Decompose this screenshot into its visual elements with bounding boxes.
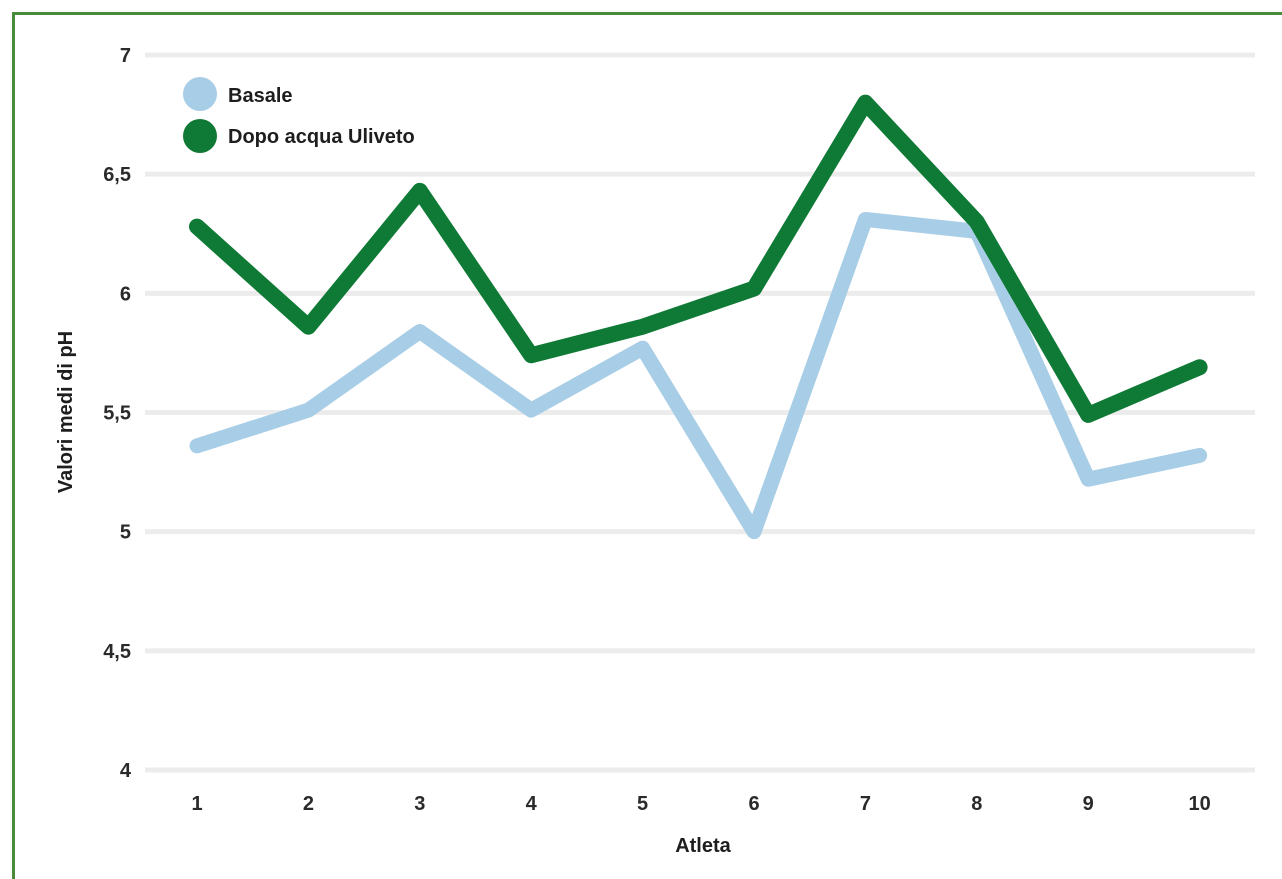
y-tick-label: 4,5: [103, 641, 131, 663]
y-tick-label: 7: [120, 45, 131, 67]
legend-label-basale: Basale: [228, 85, 293, 107]
legend-marker-basale: [183, 77, 217, 111]
legend-label-dopo-acqua-uliveto: Dopo acqua Uliveto: [228, 126, 415, 148]
series-line-basale: [189, 211, 1208, 540]
legend-marker-dopo-acqua-uliveto: [183, 119, 217, 153]
x-tick-label: 4: [526, 793, 538, 815]
x-tick-label: 5: [637, 793, 648, 815]
series-line-dopo-acqua-uliveto: [189, 94, 1208, 423]
x-tick-label: 8: [971, 793, 982, 815]
x-tick-label: 3: [414, 793, 425, 815]
y-tick-label: 6,5: [103, 164, 131, 186]
series-lines: [189, 94, 1208, 540]
x-tick-label: 2: [303, 793, 314, 815]
x-axis-title: Atleta: [675, 835, 731, 857]
y-tick-label: 4: [120, 760, 132, 782]
y-tick-label: 6: [120, 283, 131, 305]
y-axis-ticks: 4 4,5 5 5,5 6 6,5 7: [103, 45, 132, 782]
y-axis-title: Valori medi di pH: [55, 331, 77, 493]
y-tick-label: 5: [120, 522, 131, 544]
legend: Basale Dopo acqua Uliveto: [183, 77, 415, 153]
x-tick-label: 9: [1083, 793, 1094, 815]
x-axis-ticks: 1 2 3 4 5 6 7 8 9 10: [191, 793, 1210, 815]
x-tick-label: 6: [748, 793, 759, 815]
x-tick-label: 1: [191, 793, 202, 815]
grid-lines: [145, 52, 1255, 773]
x-tick-label: 7: [860, 793, 871, 815]
x-tick-label: 10: [1188, 793, 1210, 815]
y-tick-label: 5,5: [103, 403, 131, 425]
